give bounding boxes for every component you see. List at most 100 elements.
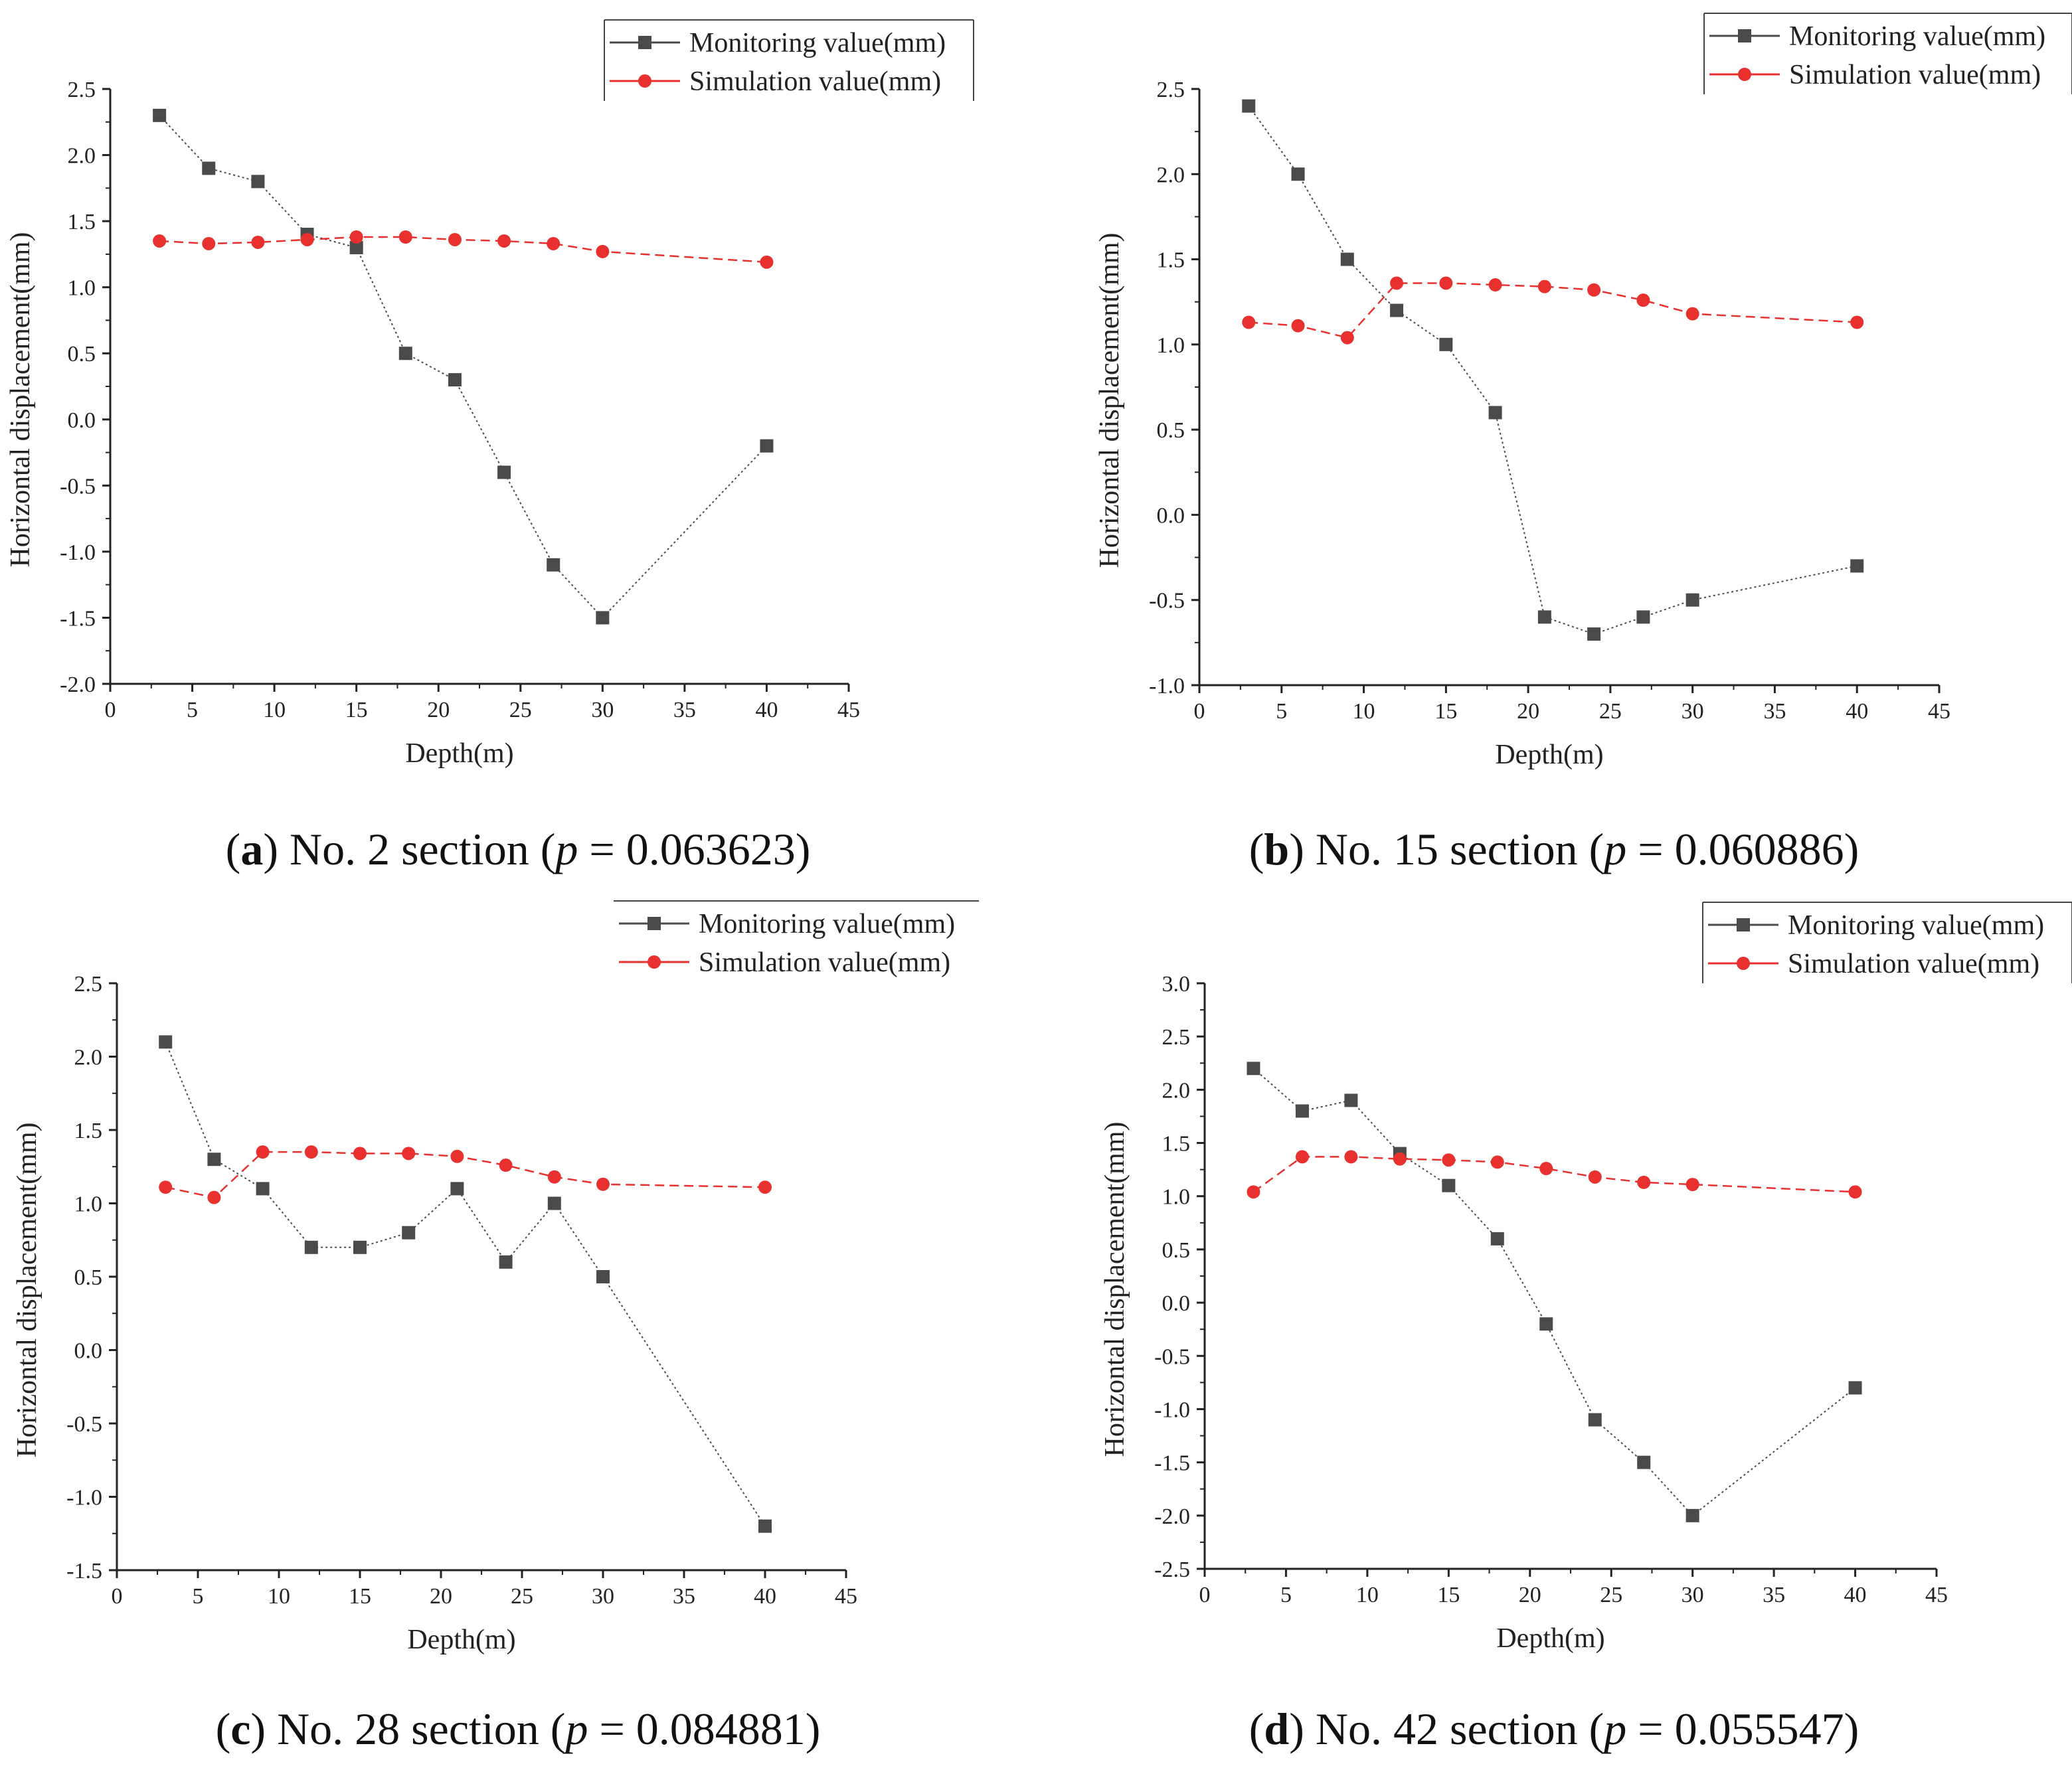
y-tick-label: 2.5 bbox=[1157, 78, 1185, 102]
x-tick-label: 35 bbox=[1763, 699, 1786, 724]
y-tick-label: 2.5 bbox=[74, 972, 103, 997]
x-tick-label: 25 bbox=[1600, 1583, 1622, 1607]
simulation-data-point bbox=[153, 234, 167, 248]
simulation-data-point bbox=[1439, 276, 1453, 290]
y-tick-label: 0.5 bbox=[74, 1265, 103, 1290]
monitoring-data-point bbox=[159, 1035, 173, 1049]
simulation-data-point bbox=[202, 236, 216, 250]
legend-circle-marker bbox=[1738, 68, 1751, 81]
x-tick-label: 40 bbox=[755, 698, 778, 722]
legend-circle-marker bbox=[638, 74, 651, 88]
simulation-data-point bbox=[760, 255, 774, 269]
caption-a-p: p bbox=[555, 824, 578, 874]
legend-square-marker bbox=[1738, 29, 1751, 42]
y-tick-label: 0.0 bbox=[74, 1339, 103, 1364]
y-axis-title: Horizontal displacement(mm) bbox=[1100, 1121, 1130, 1457]
y-tick-label: -0.5 bbox=[60, 474, 96, 499]
monitoring-data-point bbox=[1291, 167, 1305, 181]
simulation-data-point bbox=[758, 1180, 772, 1194]
simulation-data-point bbox=[300, 232, 314, 246]
monitoring-data-point bbox=[207, 1153, 221, 1167]
caption-a-text: No. 2 section ( bbox=[289, 824, 556, 874]
simulation-data-point bbox=[349, 230, 363, 244]
monitoring-data-point bbox=[760, 439, 774, 453]
y-axis-title: Horizontal displacement(mm) bbox=[1094, 232, 1125, 568]
monitoring-series-line bbox=[165, 1042, 766, 1527]
monitoring-data-point bbox=[499, 1255, 513, 1269]
monitoring-series-line bbox=[159, 115, 768, 619]
simulation-data-point bbox=[1344, 1150, 1358, 1164]
x-tick-label: 10 bbox=[1353, 699, 1375, 724]
x-tick-label: 0 bbox=[105, 698, 116, 722]
x-tick-label: 45 bbox=[835, 1584, 857, 1609]
x-axis-title: Depth(m) bbox=[407, 1625, 515, 1655]
caption-c-letter: c bbox=[230, 1704, 251, 1754]
simulation-data-point bbox=[1685, 307, 1699, 321]
y-axis-title: Horizontal displacement(mm) bbox=[5, 232, 36, 567]
monitoring-data-point bbox=[402, 1226, 416, 1240]
simulation-data-point bbox=[1850, 315, 1864, 329]
y-tick-label: 2.0 bbox=[74, 1046, 103, 1070]
monitoring-data-point bbox=[1537, 610, 1551, 624]
monitoring-data-point bbox=[1637, 1455, 1651, 1469]
simulation-data-point bbox=[1539, 1162, 1553, 1176]
x-tick-label: 30 bbox=[1682, 1583, 1704, 1607]
simulation-data-point bbox=[398, 230, 412, 244]
simulation-data-point bbox=[1291, 319, 1305, 333]
caption-b: (b) No. 15 section (p = 0.060886) bbox=[1249, 824, 1859, 874]
x-tick-label: 0 bbox=[112, 1584, 123, 1609]
monitoring-data-point bbox=[1685, 1508, 1699, 1522]
monitoring-data-point bbox=[1636, 610, 1650, 624]
monitoring-data-point bbox=[497, 465, 511, 479]
monitoring-data-point bbox=[1439, 337, 1453, 351]
caption-c-text: No. 28 section ( bbox=[277, 1704, 566, 1754]
x-tick-label: 20 bbox=[430, 1584, 452, 1609]
monitoring-data-point bbox=[1344, 1093, 1358, 1107]
x-tick-label: 15 bbox=[1434, 699, 1457, 724]
simulation-data-point bbox=[1390, 276, 1404, 290]
legend-label-simulation: Simulation value(mm) bbox=[1788, 949, 2039, 979]
x-tick-label: 30 bbox=[591, 698, 614, 722]
monitoring-data-point bbox=[1340, 252, 1354, 266]
y-tick-label: 1.5 bbox=[1162, 1132, 1191, 1157]
y-tick-label: 1.5 bbox=[1157, 248, 1185, 273]
monitoring-data-point bbox=[1247, 1062, 1260, 1076]
simulation-data-point bbox=[1247, 1185, 1260, 1199]
simulation-series-line bbox=[1252, 1156, 1856, 1193]
x-axis-title: Depth(m) bbox=[405, 738, 513, 769]
caption-d-letter: d bbox=[1264, 1704, 1290, 1754]
legend-circle-marker bbox=[1737, 957, 1750, 970]
y-tick-label: -1.5 bbox=[66, 1559, 102, 1583]
y-tick-label: -1.5 bbox=[60, 606, 96, 631]
legend-square-marker bbox=[638, 36, 651, 49]
monitoring-data-point bbox=[448, 373, 462, 387]
simulation-data-point bbox=[251, 235, 265, 249]
monitoring-data-point bbox=[153, 108, 167, 122]
y-tick-label: 0.5 bbox=[1157, 418, 1185, 443]
simulation-data-point bbox=[1588, 1170, 1602, 1184]
x-tick-label: 0 bbox=[1199, 1583, 1211, 1607]
monitoring-data-point bbox=[349, 240, 363, 254]
monitoring-data-point bbox=[353, 1240, 367, 1254]
simulation-data-point bbox=[1537, 280, 1551, 293]
y-tick-label: -1.0 bbox=[1154, 1398, 1190, 1422]
x-tick-label: 5 bbox=[193, 1584, 204, 1609]
x-tick-label: 5 bbox=[1280, 1583, 1292, 1607]
simulation-data-point bbox=[1242, 315, 1256, 329]
simulation-data-point bbox=[596, 244, 610, 258]
monitoring-data-point bbox=[1539, 1317, 1553, 1331]
y-tick-label: -1.0 bbox=[60, 540, 96, 565]
chart-c-svg: 0 5 10 15 20 25 30 35 40 45 -1.5 -1.0 -0.5 0.0 0.5 1.0 1… bbox=[12, 900, 979, 1655]
simulation-data-point bbox=[304, 1145, 318, 1159]
chart-panel-c: 0 5 10 15 20 25 30 35 40 45 -1.5 -1.0 -0.5 0.0 0.5 1.0 1… bbox=[0, 885, 1036, 1770]
y-tick-label: -1.0 bbox=[1149, 674, 1185, 698]
caption-c: (c) No. 28 section (p = 0.084881) bbox=[215, 1704, 821, 1754]
x-tick-label: 15 bbox=[349, 1584, 371, 1609]
x-tick-label: 30 bbox=[1682, 699, 1704, 724]
simulation-data-point bbox=[1848, 1185, 1862, 1199]
y-tick-label: 0.0 bbox=[1157, 503, 1185, 528]
chart-b-svg: 0 5 10 15 20 25 30 35 40 45 -1.0 -0.5 0.0 0.5 1.0 1.5 2.… bbox=[1094, 13, 2072, 770]
simulation-data-point bbox=[596, 1177, 610, 1191]
monitoring-data-point bbox=[450, 1182, 464, 1196]
y-tick-label: 3.0 bbox=[1162, 972, 1191, 997]
